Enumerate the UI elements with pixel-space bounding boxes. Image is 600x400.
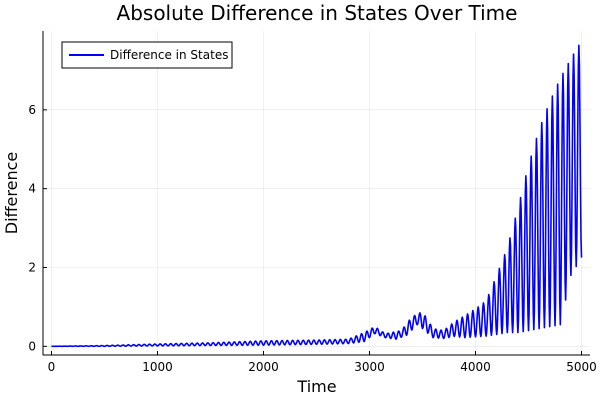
series-layer [51,44,583,348]
y-tick-label: 0 [28,339,36,353]
ticks: 0 1000 2000 3000 4000 5000 0 2 4 6 [28,103,596,374]
y-axis-label: Difference [2,152,21,234]
legend-label: Difference in States [110,48,228,62]
legend: Difference in States [61,41,233,69]
x-tick-label: 1000 [142,360,173,374]
x-tick-label: 0 [48,360,56,374]
x-axis-label: Time [296,377,336,396]
x-tick-label: 5000 [566,360,597,374]
y-tick-label: 2 [28,260,36,274]
x-tick-label: 4000 [460,360,491,374]
grid [43,31,590,355]
y-tick-label: 6 [28,103,36,117]
chart-title: Absolute Difference in States Over Time [117,1,518,25]
x-tick-label: 3000 [354,360,385,374]
axes [42,31,590,356]
series-line [51,44,583,348]
y-tick-label: 4 [28,182,36,196]
x-tick-label: 2000 [248,360,279,374]
